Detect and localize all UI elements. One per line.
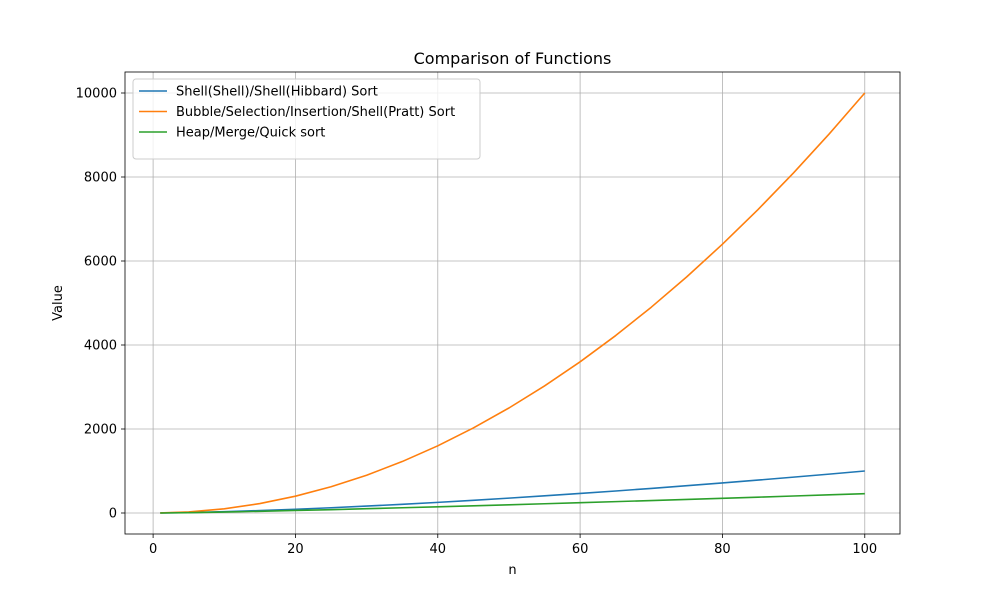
series-lines xyxy=(160,92,866,514)
legend-label: Heap/Merge/Quick sort xyxy=(176,126,325,141)
x-tick-label: 100 xyxy=(852,542,877,557)
legend-label: Shell(Shell)/Shell(Hibbard) Sort xyxy=(176,85,378,100)
y-tick-label: 4000 xyxy=(84,339,117,354)
legend-box xyxy=(132,78,481,160)
x-tick-label: 0 xyxy=(149,542,157,557)
y-tick-label: 8000 xyxy=(84,171,117,186)
y-axis-label: Value xyxy=(51,285,66,321)
y-tick-label: 2000 xyxy=(84,423,117,438)
series-line-2 xyxy=(160,92,866,514)
x-tick-label: 60 xyxy=(572,542,589,557)
legend: Shell(Shell)/Shell(Hibbard) Sort Bubble/S… xyxy=(132,78,481,160)
axis-ticks: 0 20 40 60 80 100 0 2000 4000 6000 8000 10000 xyxy=(76,87,878,558)
x-tick-label: 80 xyxy=(714,542,731,557)
y-tick-label: 0 xyxy=(109,507,117,522)
chart-title: Comparison of Functions xyxy=(414,49,612,68)
series-line-1 xyxy=(160,470,865,514)
y-tick-label: 10000 xyxy=(76,87,117,102)
x-axis-label: n xyxy=(508,563,516,578)
legend-label: Bubble/Selection/Insertion/Shell(Pratt) … xyxy=(176,105,455,120)
plot-frame xyxy=(124,71,901,535)
series-line-3 xyxy=(160,492,865,514)
y-tick-label: 6000 xyxy=(84,255,117,270)
x-tick-label: 20 xyxy=(287,542,304,557)
x-tick-label: 40 xyxy=(430,542,447,557)
